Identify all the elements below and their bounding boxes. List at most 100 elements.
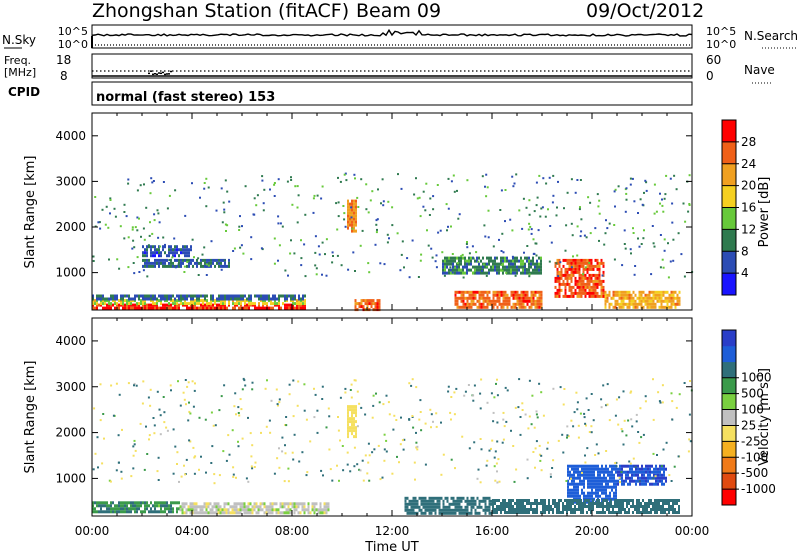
- data-cell: [542, 177, 545, 180]
- data-cell: [440, 508, 443, 512]
- data-cell: [492, 299, 495, 303]
- data-cell: [646, 302, 649, 306]
- data-cell: [590, 502, 592, 505]
- data-cell: [174, 299, 176, 303]
- data-cell: [177, 263, 180, 266]
- data-cell: [476, 259, 478, 263]
- data-cell: [566, 273, 569, 277]
- data-cell: [606, 505, 608, 508]
- data-cell: [354, 299, 357, 303]
- data-cell: [598, 264, 601, 268]
- data-cell: [487, 236, 490, 239]
- data-cell: [538, 299, 541, 303]
- data-cell: [472, 299, 475, 303]
- data-cell: [590, 267, 593, 271]
- data-cell: [666, 508, 668, 511]
- data-cell: [574, 288, 577, 292]
- data-cell: [512, 256, 514, 260]
- data-cell: [652, 305, 655, 309]
- data-cell: [349, 389, 352, 391]
- data-cell: [661, 258, 664, 261]
- data-cell: [260, 294, 262, 298]
- data-cell: [585, 494, 587, 498]
- data-cell: [243, 502, 246, 506]
- data-cell: [148, 303, 150, 307]
- data-cell: [502, 411, 505, 414]
- data-cell: [613, 485, 615, 489]
- data-cell: [616, 505, 618, 508]
- data-cell: [462, 296, 465, 300]
- data-cell: [198, 294, 200, 298]
- data-cell: [530, 290, 533, 294]
- data-cell: [584, 258, 587, 262]
- data-cell: [574, 276, 577, 280]
- data-cell: [496, 511, 498, 514]
- data-cell: [303, 502, 306, 506]
- data-cell: [222, 258, 224, 262]
- data-cell: [162, 248, 164, 252]
- data-cell: [456, 262, 459, 265]
- data-cell: [160, 294, 162, 298]
- data-cell: [458, 268, 460, 272]
- data-cell: [510, 508, 512, 511]
- data-cell: [347, 414, 349, 418]
- data-cell: [456, 268, 458, 272]
- data-cell: [224, 223, 227, 226]
- data-cell: [666, 302, 669, 306]
- data-cell: [660, 290, 663, 294]
- data-cell: [454, 293, 457, 297]
- data-cell: [634, 508, 636, 511]
- data-cell: [138, 504, 140, 508]
- data-cell: [198, 261, 200, 265]
- data-cell: [356, 302, 359, 306]
- data-cell: [637, 212, 639, 214]
- data-cell: [597, 494, 599, 498]
- data-cell: [480, 499, 483, 503]
- data-cell: [415, 441, 418, 444]
- colorbar-segment: [722, 185, 736, 208]
- data-cell: [624, 508, 626, 511]
- data-cell: [669, 177, 672, 180]
- data-cell: [480, 378, 483, 381]
- data-cell: [96, 436, 99, 439]
- data-cell: [598, 502, 600, 505]
- data-cell: [488, 299, 491, 303]
- colorbar-segment: [722, 393, 736, 410]
- data-cell: [157, 262, 160, 265]
- data-cell: [239, 505, 242, 509]
- data-cell: [244, 299, 246, 303]
- data-cell: [587, 476, 589, 480]
- data-cell: [494, 450, 497, 453]
- data-cell: [278, 244, 281, 247]
- data-cell: [437, 231, 440, 234]
- data-cell: [678, 296, 681, 300]
- data-cell: [659, 467, 661, 471]
- data-cell: [572, 291, 575, 295]
- data-cell: [237, 412, 240, 414]
- data-cell: [574, 258, 577, 262]
- data-cell: [156, 209, 159, 212]
- data-cell: [645, 181, 648, 184]
- data-cell: [190, 248, 192, 252]
- data-cell: [349, 405, 351, 409]
- data-cell: [570, 499, 572, 502]
- data-cell: [122, 510, 124, 514]
- data-cell: [568, 294, 571, 298]
- data-cell: [644, 293, 647, 297]
- data-cell: [625, 464, 627, 468]
- data-cell: [542, 508, 544, 511]
- data-cell: [122, 306, 124, 310]
- data-cell: [566, 508, 568, 511]
- data-cell: [347, 435, 349, 439]
- data-cell: [104, 299, 106, 303]
- data-cell: [610, 296, 613, 300]
- data-cell: [313, 387, 315, 390]
- data-cell: [356, 463, 359, 466]
- data-cell: [239, 502, 242, 506]
- data-cell: [586, 499, 588, 502]
- data-cell: [474, 290, 477, 294]
- data-cell: [212, 294, 214, 298]
- data-cell: [487, 209, 490, 212]
- data-cell: [594, 288, 597, 292]
- data-cell: [458, 499, 461, 503]
